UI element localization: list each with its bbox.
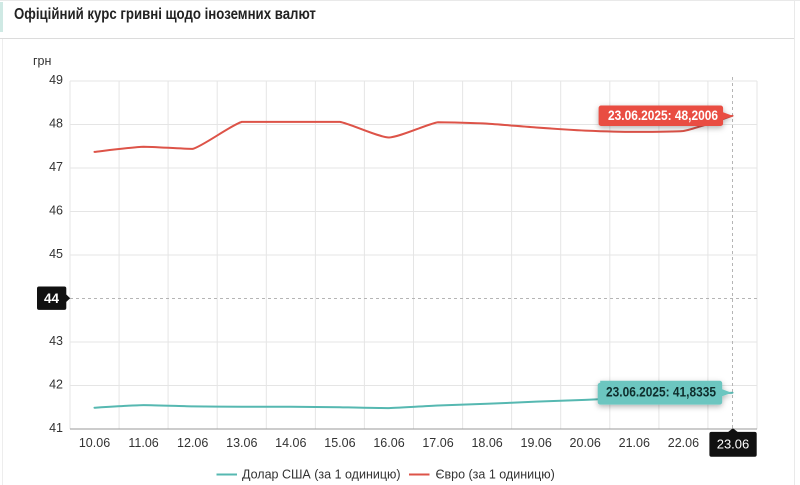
- svg-text:20.06: 20.06: [570, 436, 601, 450]
- svg-text:13.06: 13.06: [226, 436, 257, 450]
- svg-text:Долар США (за 1 одиницю): Долар США (за 1 одиницю): [242, 468, 401, 482]
- svg-text:17.06: 17.06: [422, 436, 453, 450]
- svg-text:18.06: 18.06: [471, 436, 502, 450]
- svg-text:47: 47: [49, 160, 63, 174]
- svg-text:23.06.2025: 41,8335: 23.06.2025: 41,8335: [606, 385, 716, 400]
- svg-text:11.06: 11.06: [128, 436, 158, 450]
- svg-text:21.06: 21.06: [619, 436, 650, 450]
- svg-text:45: 45: [49, 247, 63, 261]
- svg-text:41: 41: [49, 421, 63, 435]
- svg-text:19.06: 19.06: [521, 436, 552, 450]
- svg-text:12.06: 12.06: [177, 436, 208, 450]
- svg-text:46: 46: [49, 204, 63, 218]
- svg-text:16.06: 16.06: [373, 436, 404, 450]
- svg-text:44: 44: [44, 291, 60, 306]
- svg-text:14.06: 14.06: [275, 436, 306, 450]
- svg-text:Євро (за 1 одиницю): Євро (за 1 одиницю): [436, 468, 555, 482]
- svg-text:23.06: 23.06: [717, 437, 750, 452]
- svg-text:10.06: 10.06: [79, 436, 110, 450]
- svg-text:42: 42: [49, 378, 63, 392]
- svg-text:23.06.2025: 48,2006: 23.06.2025: 48,2006: [608, 108, 718, 123]
- svg-text:49: 49: [49, 73, 63, 87]
- svg-text:15.06: 15.06: [324, 436, 355, 450]
- svg-text:22.06: 22.06: [668, 436, 699, 450]
- svg-text:43: 43: [49, 334, 63, 348]
- svg-text:48: 48: [49, 117, 63, 131]
- svg-text:грн: грн: [33, 54, 52, 68]
